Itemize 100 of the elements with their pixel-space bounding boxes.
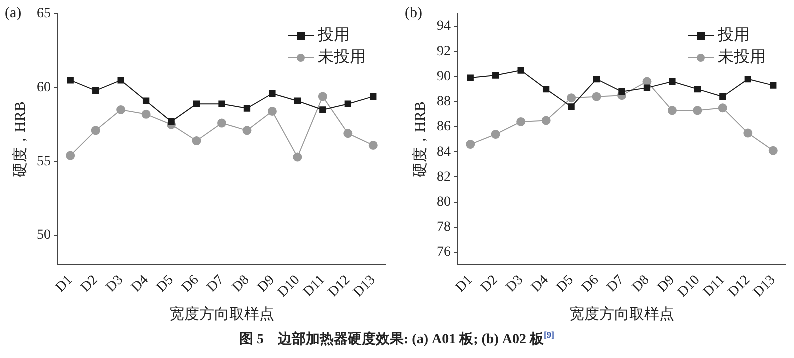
point <box>718 104 728 113</box>
point <box>720 94 726 100</box>
x-tick-label: D8 <box>630 272 653 296</box>
point <box>344 129 353 138</box>
y-tick-label: 76 <box>437 245 451 260</box>
x-tick-label: D3 <box>104 272 126 296</box>
x-tick-label: D13 <box>351 272 379 300</box>
y-axis-title: 硬度，HRB <box>412 102 429 178</box>
x-axis-title: 宽度方向取样点 <box>570 306 674 323</box>
point <box>370 93 377 100</box>
y-tick-label: 80 <box>437 194 451 210</box>
point <box>467 74 474 82</box>
y-tick-label: 60 <box>37 80 51 96</box>
point <box>744 128 753 138</box>
point <box>67 77 74 84</box>
x-tick-label: D8 <box>230 272 253 296</box>
point <box>218 118 226 128</box>
legend-label: 投用 <box>317 27 350 44</box>
legend-label: 未投用 <box>318 48 366 66</box>
y-tick-label: 84 <box>437 144 451 160</box>
x-tick-label: D5 <box>154 272 177 296</box>
y-tick-label: 90 <box>437 69 451 84</box>
y-tick-label: 88 <box>437 94 451 110</box>
point <box>66 151 76 160</box>
point <box>492 72 500 79</box>
x-tick-label: D7 <box>604 272 628 296</box>
point <box>91 126 100 136</box>
point <box>668 106 677 116</box>
point <box>466 140 476 150</box>
x-tick-label: D9 <box>255 272 278 296</box>
y-tick-label: 78 <box>437 220 451 236</box>
y-tick-label: 86 <box>437 120 451 135</box>
point <box>693 106 702 116</box>
point <box>118 77 124 84</box>
point <box>294 98 302 104</box>
caption: 图 5 边部加热器硬度效果: (a) A01 板; (b) A02 板$^{[9]}$ <box>238 330 556 349</box>
y-tick-label: 92 <box>437 44 451 60</box>
point <box>542 86 550 93</box>
point <box>142 110 151 119</box>
point <box>542 116 551 126</box>
x-tick-label: D6 <box>179 272 202 296</box>
point <box>168 118 175 126</box>
point <box>593 76 600 83</box>
x-tick-label: D5 <box>554 272 577 296</box>
point <box>268 106 277 116</box>
point <box>318 92 328 102</box>
point <box>193 100 200 108</box>
point <box>567 94 576 103</box>
x-tick-label: D4 <box>129 272 152 296</box>
y-tick-label: 82 <box>437 170 451 185</box>
x-tick-label: D9 <box>655 272 678 296</box>
point <box>618 88 626 96</box>
point <box>116 106 126 114</box>
x-tick-label: D6 <box>579 272 602 296</box>
point <box>368 140 378 150</box>
x-tick-label: D12 <box>726 272 754 300</box>
chart-title: (a) <box>5 5 22 22</box>
y-tick-label: 65 <box>37 6 51 22</box>
x-tick-label: D4 <box>529 272 552 296</box>
x-tick-label: D11 <box>301 272 328 300</box>
legend-label: 未投用 <box>718 48 766 66</box>
point <box>344 100 352 108</box>
point <box>768 146 778 156</box>
x-tick-label: D13 <box>751 272 779 300</box>
point <box>644 84 651 92</box>
point <box>518 67 524 74</box>
point <box>669 78 676 86</box>
x-tick-label: D7 <box>204 272 228 296</box>
x-axis-title: 宽度方向取样点 <box>170 306 274 323</box>
x-tick-label: D10 <box>675 272 704 300</box>
point <box>142 98 150 104</box>
point <box>320 106 326 114</box>
x-tick-label: D12 <box>326 272 354 300</box>
point <box>92 87 100 94</box>
point <box>516 117 526 126</box>
point <box>218 100 226 108</box>
point <box>293 152 302 162</box>
point <box>242 126 252 136</box>
y-axis-title: 硬度，HRB <box>12 102 29 178</box>
x-tick-label: D3 <box>504 272 526 296</box>
x-tick-label: D1 <box>53 272 76 296</box>
point <box>744 76 752 83</box>
point <box>269 90 276 98</box>
chart-title: (b) <box>405 5 422 22</box>
point <box>592 92 602 102</box>
y-tick-label: 50 <box>37 228 51 244</box>
point <box>491 130 500 140</box>
x-tick-label: D11 <box>701 272 728 300</box>
x-tick-label: D1 <box>453 272 476 296</box>
x-tick-label: D10 <box>275 272 304 300</box>
point <box>568 104 575 110</box>
y-tick-label: 94 <box>437 19 451 34</box>
x-tick-label: D2 <box>78 272 102 296</box>
point <box>694 86 702 93</box>
legend-label: 投用 <box>717 27 750 44</box>
point <box>244 105 251 112</box>
x-tick-label: D2 <box>478 272 502 296</box>
point <box>770 82 777 89</box>
y-tick-label: 55 <box>37 154 51 170</box>
point <box>192 136 202 146</box>
